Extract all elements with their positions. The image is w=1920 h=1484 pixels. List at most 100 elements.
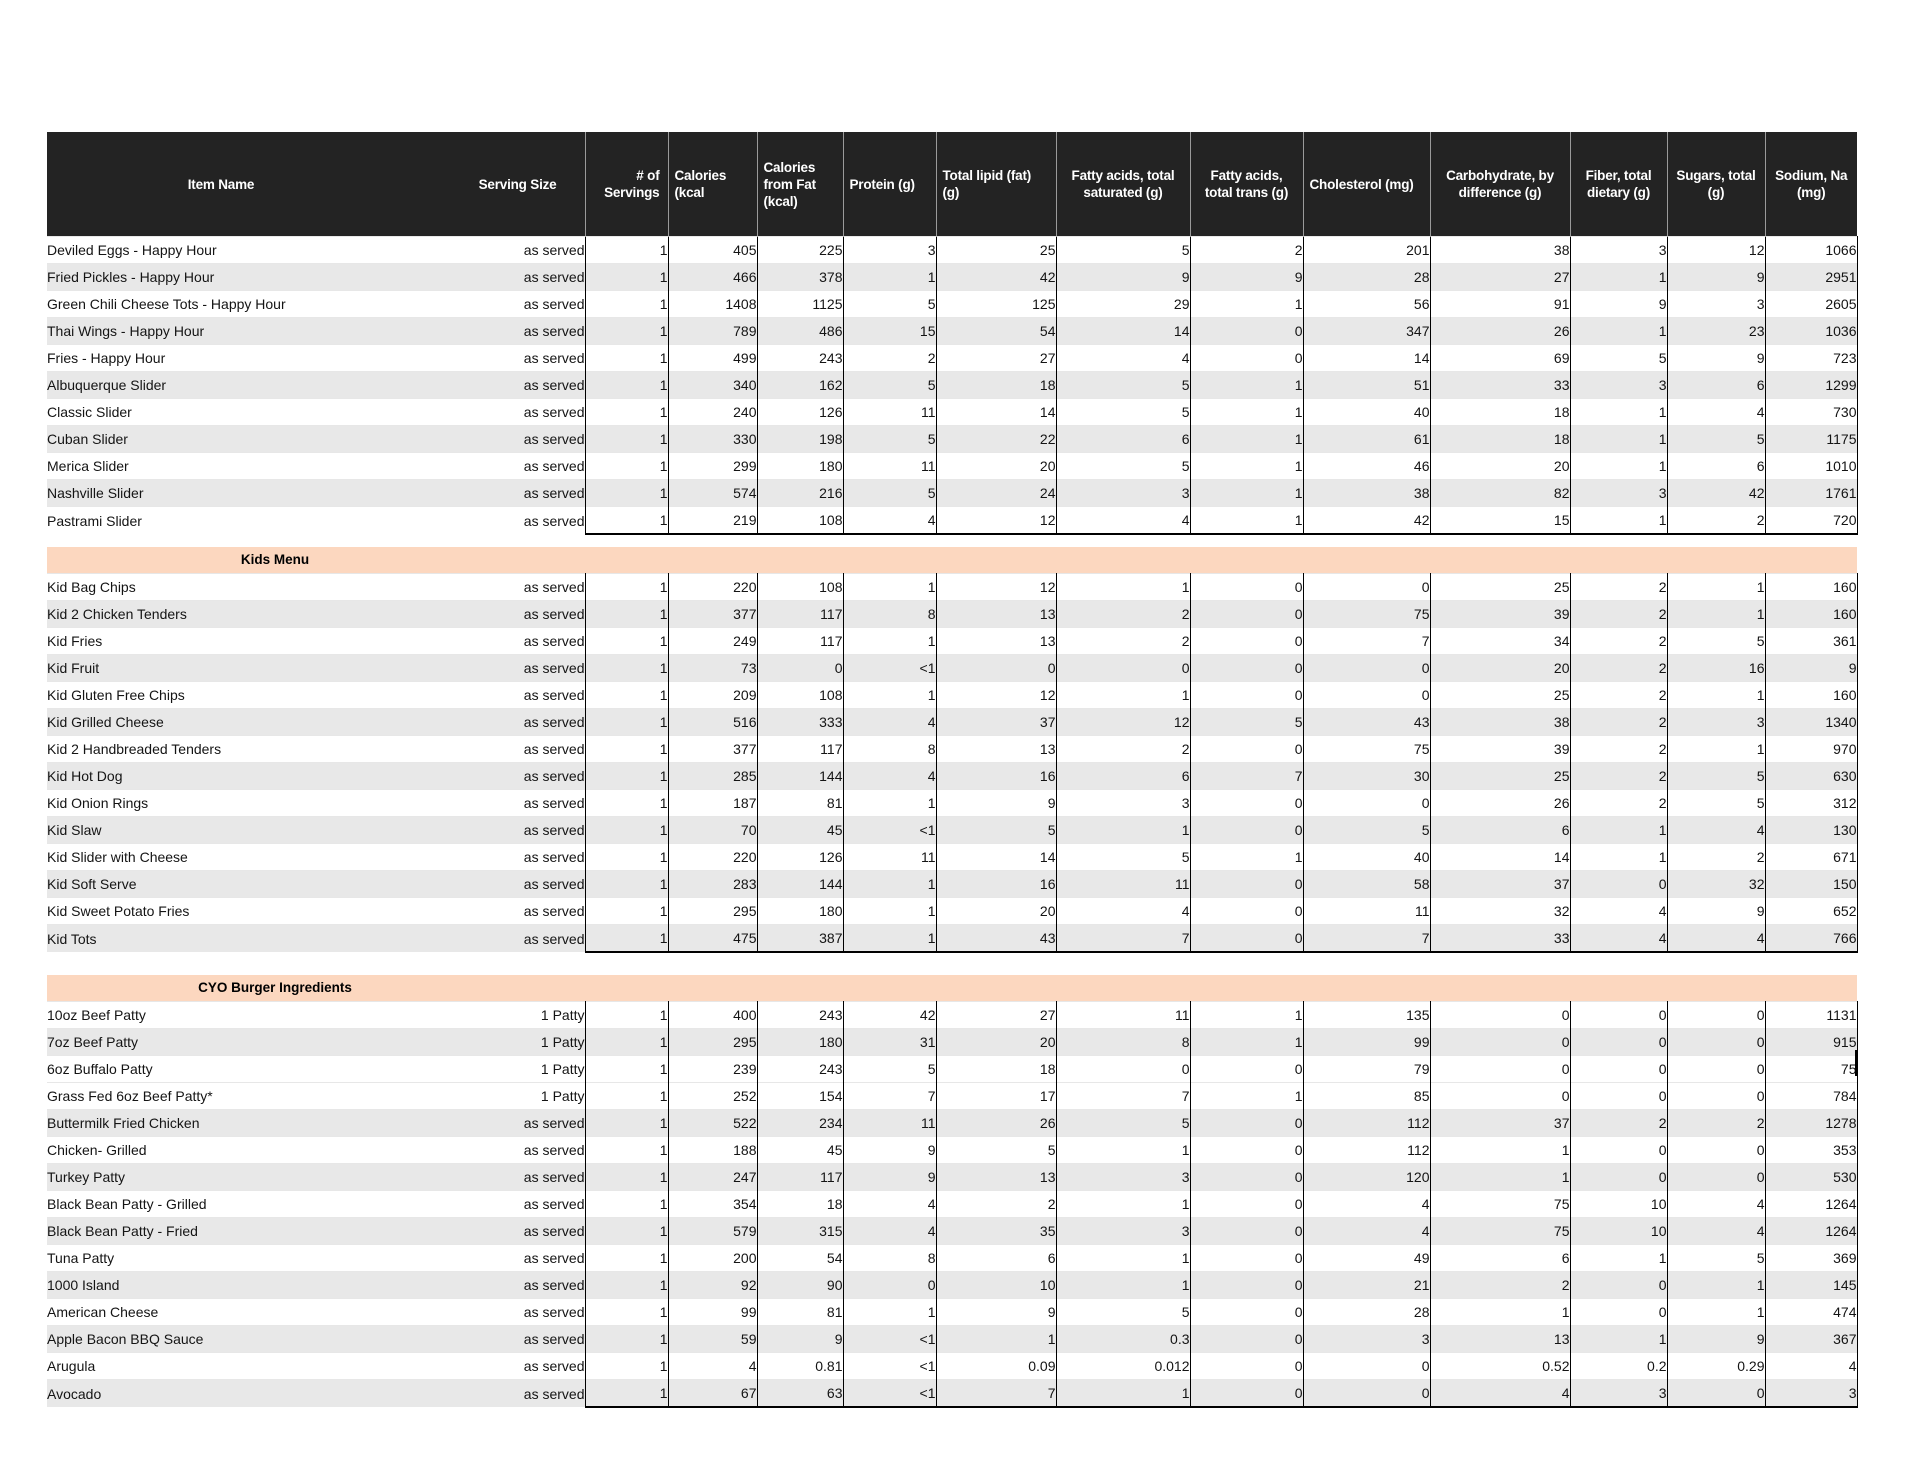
cell-item-name: Arugula	[47, 1352, 395, 1380]
cell-value: 144	[757, 762, 844, 790]
cell-value: 0	[1667, 1163, 1766, 1191]
cell-value: 75	[1303, 600, 1431, 628]
cell-value: 1	[1667, 1271, 1766, 1299]
cell-value: 1	[585, 1136, 669, 1164]
cell-value: 347	[1303, 317, 1431, 345]
cell-value: 915	[1765, 1028, 1858, 1056]
cell-item-name: Fried Pickles - Happy Hour	[47, 263, 395, 291]
cell-value: 0.012	[1056, 1352, 1191, 1380]
cell-value: 73	[668, 654, 758, 682]
cell-value: 1	[1570, 263, 1668, 291]
cell-value: 26	[1430, 317, 1571, 345]
cell-value: 5	[1056, 843, 1191, 871]
cell-value: 5	[843, 290, 937, 318]
cell-value: 187	[668, 789, 758, 817]
cell-value: 330	[668, 425, 758, 453]
cell-serving-size: as served	[395, 654, 586, 682]
cell-value: 5	[1056, 398, 1191, 426]
cell-value: 4	[1765, 1352, 1858, 1380]
section-header-row: CYO Burger Ingredients	[47, 975, 1857, 1002]
cell-value: 377	[668, 735, 758, 763]
cell-value: 0	[1303, 1352, 1431, 1380]
cell-value: 29	[1056, 290, 1191, 318]
cell-value: 45	[757, 816, 844, 844]
cell-value: 9	[936, 789, 1057, 817]
cell-value: 188	[668, 1136, 758, 1164]
cell-value: 1	[1570, 1325, 1668, 1353]
cell-value: 1	[843, 870, 937, 898]
cell-value: 51	[1303, 371, 1431, 399]
cell-value: 3	[1056, 789, 1191, 817]
cell-value: 0	[1190, 627, 1304, 655]
cell-value: 0.81	[757, 1352, 844, 1380]
cell-value: 1	[843, 627, 937, 655]
cell-value: 37	[1430, 1109, 1571, 1137]
cell-value: 0	[1190, 1244, 1304, 1272]
cell-value: 1	[1056, 1271, 1191, 1299]
cell-serving-size: as served	[395, 1379, 586, 1407]
cell-item-name: Turkey Patty	[47, 1163, 395, 1191]
cell-serving-size: as served	[395, 1325, 586, 1353]
cell-value: 7	[1190, 762, 1304, 790]
cell-item-name: Fries - Happy Hour	[47, 344, 395, 372]
cell-value: 340	[668, 371, 758, 399]
cell-value: 117	[757, 1163, 844, 1191]
cell-item-name: Kid Fruit	[47, 654, 395, 682]
cell-value: 0.09	[936, 1352, 1057, 1380]
cell-value: 5	[1056, 1109, 1191, 1137]
cell-value: 2	[1667, 506, 1766, 535]
cell-value: 11	[843, 452, 937, 480]
cell-serving-size: as served	[395, 681, 586, 709]
cell-value: 2	[1570, 789, 1668, 817]
cell-value: 1	[585, 317, 669, 345]
cell-value: 2	[1570, 600, 1668, 628]
cell-value: <1	[843, 816, 937, 844]
cell-value: 75	[1430, 1190, 1571, 1218]
cell-item-name: Grass Fed 6oz Beef Patty*	[47, 1082, 395, 1110]
table-row: Kid Onion Rings as served 1 187 81 1 9 3 0 0 26 2 5 3…	[47, 789, 1858, 817]
cell-value: 3	[1570, 479, 1668, 507]
cell-serving-size: as served	[395, 317, 586, 345]
cell-value: 2	[843, 344, 937, 372]
cell-value: 1	[585, 263, 669, 291]
cell-value: 1	[843, 573, 937, 601]
cell-value: 1	[585, 479, 669, 507]
cell-value: 4	[1056, 897, 1191, 925]
cell-value: 1	[585, 1190, 669, 1218]
cell-value: 225	[757, 236, 844, 264]
table-row: Deviled Eggs - Happy Hour as served 1 405 22…	[47, 236, 1858, 264]
cell-value: 1	[936, 1325, 1057, 1353]
cell-value: 0	[1190, 344, 1304, 372]
cell-value: 12	[1667, 236, 1766, 264]
cell-serving-size: 1 Patty	[395, 1055, 586, 1083]
cell-value: 1	[1190, 398, 1304, 426]
cell-value: 0	[1190, 1271, 1304, 1299]
cell-value: 13	[936, 735, 1057, 763]
cell-value: 4	[843, 762, 937, 790]
cell-value: 1	[1570, 398, 1668, 426]
cell-value: 38	[1430, 236, 1571, 264]
cell-value: 5	[1667, 762, 1766, 790]
cell-value: 283	[668, 870, 758, 898]
cell-value: 220	[668, 843, 758, 871]
cell-value: 0	[1190, 1190, 1304, 1218]
cell-value: 1	[1667, 600, 1766, 628]
cell-value: 4	[843, 1217, 937, 1245]
cell-value: 2	[1570, 1109, 1668, 1137]
cell-value: 3	[1667, 290, 1766, 318]
spacer-row	[47, 534, 1857, 547]
cell-value: 1	[1570, 1244, 1668, 1272]
cell-value: 145	[1765, 1271, 1858, 1299]
cell-value: <1	[843, 1379, 937, 1408]
cell-value: 0.29	[1667, 1352, 1766, 1380]
cell-value: 56	[1303, 290, 1431, 318]
cell-item-name: Chicken- Grilled	[47, 1136, 395, 1164]
cell-value: 0	[1667, 1082, 1766, 1110]
cell-value: 5	[843, 425, 937, 453]
cell-value: 180	[757, 897, 844, 925]
cell-serving-size: as served	[395, 627, 586, 655]
cell-value: 0	[1190, 1109, 1304, 1137]
cell-value: 3	[1765, 1379, 1858, 1408]
cell-value: 42	[1303, 506, 1431, 535]
cell-value: 5	[1056, 236, 1191, 264]
